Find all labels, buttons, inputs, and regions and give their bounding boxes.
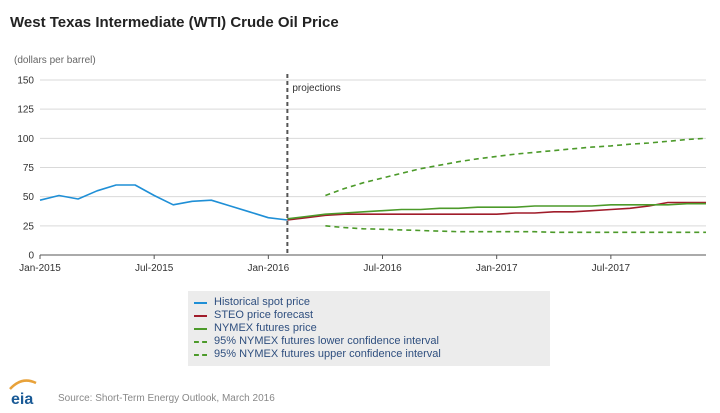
projections-label: projections [292, 83, 340, 94]
legend-swatch-steo [194, 315, 207, 317]
x-tick-label-jul-2017: Jul-2017 [592, 263, 631, 274]
y-tick-label-50: 50 [23, 192, 35, 203]
series-line-steo-price-forecast [287, 201, 706, 221]
legend-label-nymex: NYMEX futures price [214, 322, 317, 334]
y-tick-label-150: 150 [17, 76, 34, 87]
x-tick-label-jul-2016: Jul-2016 [363, 263, 402, 274]
source-note: Source: Short-Term Energy Outlook, March… [58, 393, 275, 404]
series-line-95-nymex-futures-lower-confidence-interval [325, 225, 706, 234]
series-line-nymex-futures-price [287, 202, 706, 220]
series-line-historical-spot-price [39, 184, 288, 221]
legend-label-historical: Historical spot price [214, 296, 310, 308]
series-line-95-nymex-futures-upper-confidence-interval [325, 137, 707, 197]
x-tick-label-jan-2015: Jan-2015 [19, 263, 61, 274]
x-tick-label-jan-2016: Jan-2016 [247, 263, 289, 274]
legend-label-lower-ci: 95% NYMEX futures lower confidence inter… [214, 335, 439, 347]
y-tick-label-0: 0 [28, 251, 34, 262]
series-layer [39, 137, 707, 234]
legend: Historical spot price STEO price forecas… [188, 291, 550, 366]
y-tick-label-25: 25 [23, 221, 35, 232]
eia-logo: eia [9, 379, 37, 408]
eia-logo-swoosh [9, 379, 37, 390]
annotation-layer: projections [286, 74, 341, 255]
legend-swatch-historical [194, 302, 207, 304]
axis-layer: 0 25 50 75 100 125 150 Jan-2015 Jul-2015 Jan-2016… [17, 76, 706, 274]
y-axis-label: (dollars per barrel) [14, 55, 96, 66]
legend-swatch-nymex [194, 328, 207, 330]
x-tick-label-jan-2017: Jan-2017 [476, 263, 518, 274]
y-tick-label-75: 75 [23, 163, 35, 174]
legend-label-steo: STEO price forecast [214, 309, 314, 321]
y-tick-label-100: 100 [17, 134, 34, 145]
x-tick-label-jul-2015: Jul-2015 [135, 263, 174, 274]
chart-title: West Texas Intermediate (WTI) Crude Oil … [10, 14, 339, 31]
legend-swatch-lower-ci [194, 341, 207, 343]
y-tick-label-125: 125 [17, 105, 34, 116]
eia-logo-text: eia [11, 391, 33, 408]
legend-label-upper-ci: 95% NYMEX futures upper confidence inter… [214, 348, 441, 360]
grid-layer [40, 79, 706, 227]
legend-swatch-upper-ci [194, 354, 207, 356]
